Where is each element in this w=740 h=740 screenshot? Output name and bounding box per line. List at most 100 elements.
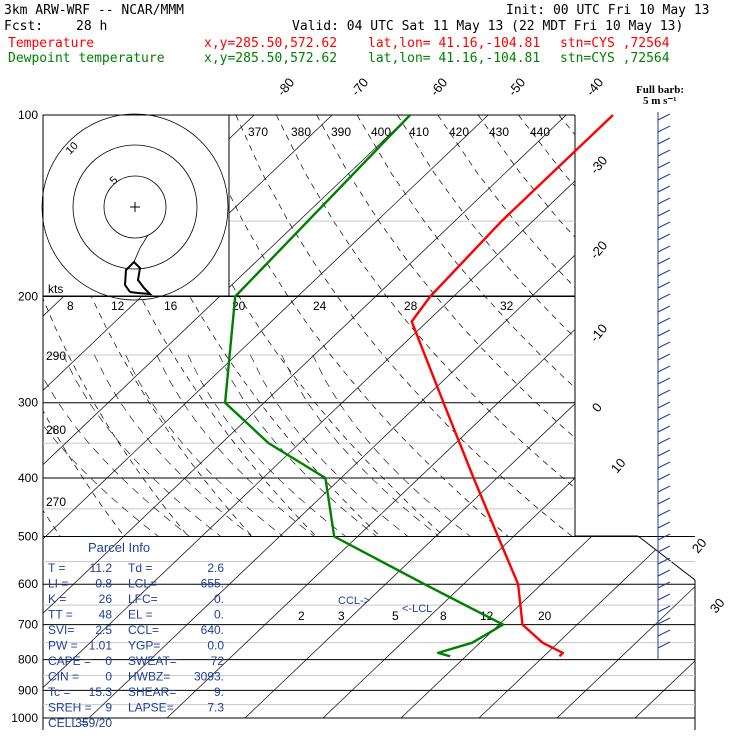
- dry-adiabat-line: [356, 115, 575, 389]
- dry-adiabat-line: [195, 115, 509, 536]
- isotherm-label: -30: [587, 153, 611, 177]
- wind-barb: [657, 233, 671, 241]
- forecast-label: Fcst:: [4, 19, 44, 34]
- hodograph-ring: [103, 175, 167, 239]
- isotherm-line: [123, 115, 567, 536]
- wind-barb: [657, 305, 671, 313]
- theta-label: 390: [331, 125, 351, 139]
- parcel-param-value: 0.: [214, 592, 224, 606]
- pressure-label: 100: [18, 108, 38, 122]
- isotherm-line: [401, 115, 740, 718]
- parcel-param-label: K =: [48, 592, 66, 606]
- parcel-param-label: CELL =: [48, 716, 88, 730]
- wind-barb: [657, 257, 671, 265]
- parcel-param-label: LCL=: [128, 577, 157, 591]
- parcel-param-value: 72: [211, 654, 225, 668]
- isotherm-label: 0: [589, 400, 605, 415]
- wind-barb: [657, 413, 671, 421]
- wind-barb: [657, 113, 671, 121]
- isotherm-label: 20: [689, 535, 710, 556]
- parcel-param-value: 7.3: [207, 701, 224, 715]
- isotherm-line: [357, 328, 575, 536]
- wind-barb: [657, 401, 671, 409]
- hodograph-tick-label: 12: [111, 299, 125, 313]
- parcel-param-value: 1.01: [89, 639, 113, 653]
- isotherm-label: -80: [274, 75, 298, 99]
- wind-barb: [657, 161, 671, 169]
- isotherm-label: -20: [587, 238, 611, 262]
- mixing-ratio-label: 20: [538, 609, 552, 623]
- isotherm-label: -50: [505, 75, 529, 99]
- isotherm-line: [556, 536, 695, 719]
- parcel-param-value: 0.8: [95, 577, 112, 591]
- isotherm-line: [88, 536, 695, 719]
- isotherm-label: -10: [587, 321, 611, 345]
- wind-barb: [657, 509, 671, 517]
- isotherm-label: -40: [583, 75, 607, 99]
- isotherm-line: [513, 477, 575, 536]
- wind-barb: [657, 269, 671, 277]
- parcel-param-label: PW =: [48, 639, 78, 653]
- parcel-param-value: 359/20: [75, 716, 112, 730]
- theta-label: 420: [449, 125, 469, 139]
- theta-label: 270: [46, 495, 66, 509]
- isotherm-line: [634, 536, 695, 719]
- parcel-param-value: 48: [99, 608, 113, 622]
- wind-barb: [657, 209, 671, 217]
- hodograph-trace-tail: [133, 234, 149, 263]
- wind-barb: [657, 149, 671, 157]
- wind-barb: [657, 485, 671, 493]
- isotherm-line: [166, 536, 695, 719]
- wind-barb: [657, 521, 671, 529]
- hodograph-tick-label: 28: [404, 299, 418, 313]
- wind-legend-value: 5 m s⁻¹: [643, 95, 677, 107]
- pressure-label: 500: [18, 529, 38, 543]
- wind-barb: [657, 185, 671, 193]
- isotherm-line: [244, 536, 695, 719]
- parcel-param-label: SHEAR=: [128, 685, 176, 699]
- parcel-param-label: CAPE =: [48, 654, 91, 668]
- dewpoint-station: stn=CYS ,72564: [560, 51, 670, 66]
- isotherm-line: [279, 254, 575, 536]
- diagram-grid: [42, 114, 740, 730]
- parcel-param-label: LFC=: [128, 592, 158, 606]
- isotherm-label: 10: [608, 455, 629, 476]
- isotherm-line: [322, 536, 695, 719]
- theta-label: 370: [248, 125, 268, 139]
- parcel-param-value: 0: [105, 670, 112, 684]
- isotherm-line: [478, 536, 695, 719]
- dry-adiabat-line: [154, 115, 445, 536]
- dry-adiabat-line: [599, 115, 740, 718]
- isotherm-line: [43, 115, 411, 466]
- wind-barb: [657, 329, 671, 337]
- dry-adiabat-line: [680, 115, 740, 718]
- wind-barb: [657, 365, 671, 373]
- moist-adiabat-line: [43, 424, 159, 536]
- hodograph-tick-label: 16: [164, 299, 178, 313]
- isotherm-label: -60: [427, 75, 451, 99]
- parcel-param-label: TT =: [48, 608, 73, 622]
- parcel-param-label: T =: [48, 561, 65, 575]
- parcel-param-label: SVI=: [48, 623, 74, 637]
- wind-barb: [657, 605, 671, 613]
- isotherm-label: -70: [348, 75, 372, 99]
- wind-barb: [657, 281, 671, 289]
- parcel-param-value: 0: [105, 654, 112, 668]
- pressure-label: 600: [18, 577, 38, 591]
- wind-barb: [657, 617, 671, 625]
- pressure-label: 900: [18, 683, 38, 697]
- wind-barb: [657, 137, 671, 145]
- parcel-param-label: SREH =: [48, 701, 92, 715]
- wind-barb: [657, 461, 671, 469]
- wind-barb: [657, 581, 671, 589]
- forecast-hours: 28 h: [76, 19, 108, 34]
- parcel-param-label: SWEAT=: [128, 654, 177, 668]
- wind-barb: [657, 641, 671, 649]
- moist-adiabat-line: [156, 354, 315, 536]
- hodograph-units: kts: [48, 282, 63, 296]
- parcel-param-label: Tc =: [48, 685, 70, 699]
- parcel-param-label: YGP=: [128, 639, 160, 653]
- parcel-info-title: Parcel Info: [88, 540, 150, 555]
- wind-legend-label: Full barb:: [636, 84, 684, 96]
